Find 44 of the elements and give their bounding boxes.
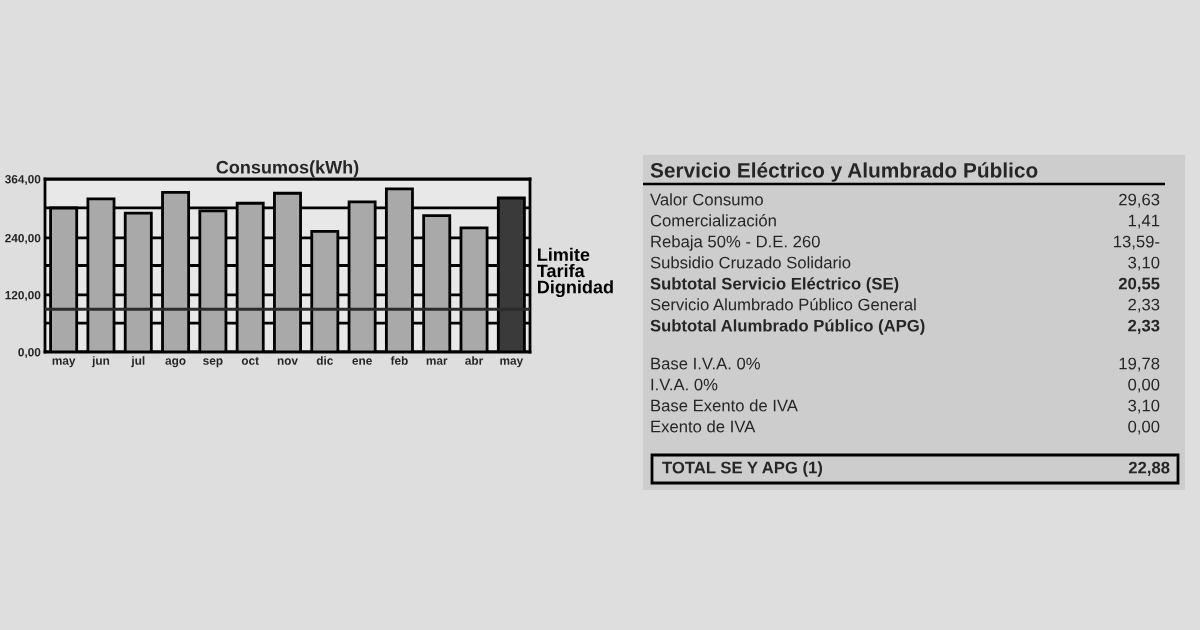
text: Subtotal Alumbrado Público (APG) (650, 319, 925, 335)
x-tick-label: jun (91, 356, 110, 368)
x-tick-label: jul (131, 356, 145, 368)
text: 19,78 (1119, 357, 1160, 372)
x-tick-label: may (52, 358, 76, 368)
text: Exento de IVA (651, 420, 756, 433)
text: Valor Consumo (650, 193, 763, 206)
x-tick-label: nov (277, 358, 298, 365)
text: Base Exento de IVA (651, 399, 798, 412)
text: Servicio Eléctrico y Alumbrado Público (650, 162, 1038, 182)
text: 0,00 (1128, 420, 1160, 435)
text: Base I.V.A. 0% (651, 357, 760, 370)
text: 2,33 (1128, 319, 1160, 334)
text: Subsidio Cruzado Solidario (650, 256, 851, 269)
ref-line-label: Limite Tarifa Dignidad (536, 247, 613, 298)
x-tick-label: ago (165, 358, 186, 368)
text: 13,59- (1114, 235, 1160, 250)
y-tick-label: 364,00 (5, 175, 41, 186)
x-tick-label: ene (352, 358, 372, 365)
y-tick-label: 240,00 (5, 233, 41, 245)
text: Comercialización (650, 214, 776, 227)
x-tick-label: sep (203, 358, 223, 368)
text: Subtotal Servicio Eléctrico (SE) (650, 277, 899, 293)
text: Rebaja 50% - D.E. 260 (651, 235, 820, 251)
text: 3,10 (1128, 399, 1160, 414)
x-tick-label: may (500, 358, 524, 368)
text: Servicio Alumbrado Público General (650, 298, 916, 311)
text: 3,10 (1128, 256, 1160, 271)
x-tick-label: oct (241, 357, 259, 365)
x-tick-label: abr (465, 356, 484, 365)
x-tick-label: mar (426, 358, 448, 365)
text: I.V.A. 0% (651, 378, 718, 391)
text: 1,41 (1128, 214, 1160, 229)
x-tick-label: dic (316, 356, 333, 365)
x-tick-label: feb (390, 356, 408, 365)
text: 0,00 (1128, 378, 1160, 393)
chart-title: Consumos(kWh) (216, 160, 359, 178)
y-tick-label: 120,00 (5, 291, 41, 302)
text: TOTAL SE Y APG (1) (662, 461, 823, 477)
y-tick-label: 0,00 (18, 348, 41, 359)
text: 29,63 (1119, 193, 1160, 208)
text: 20,55 (1118, 277, 1160, 292)
text: 22,88 (1128, 461, 1170, 476)
text: 2,33 (1128, 298, 1160, 313)
